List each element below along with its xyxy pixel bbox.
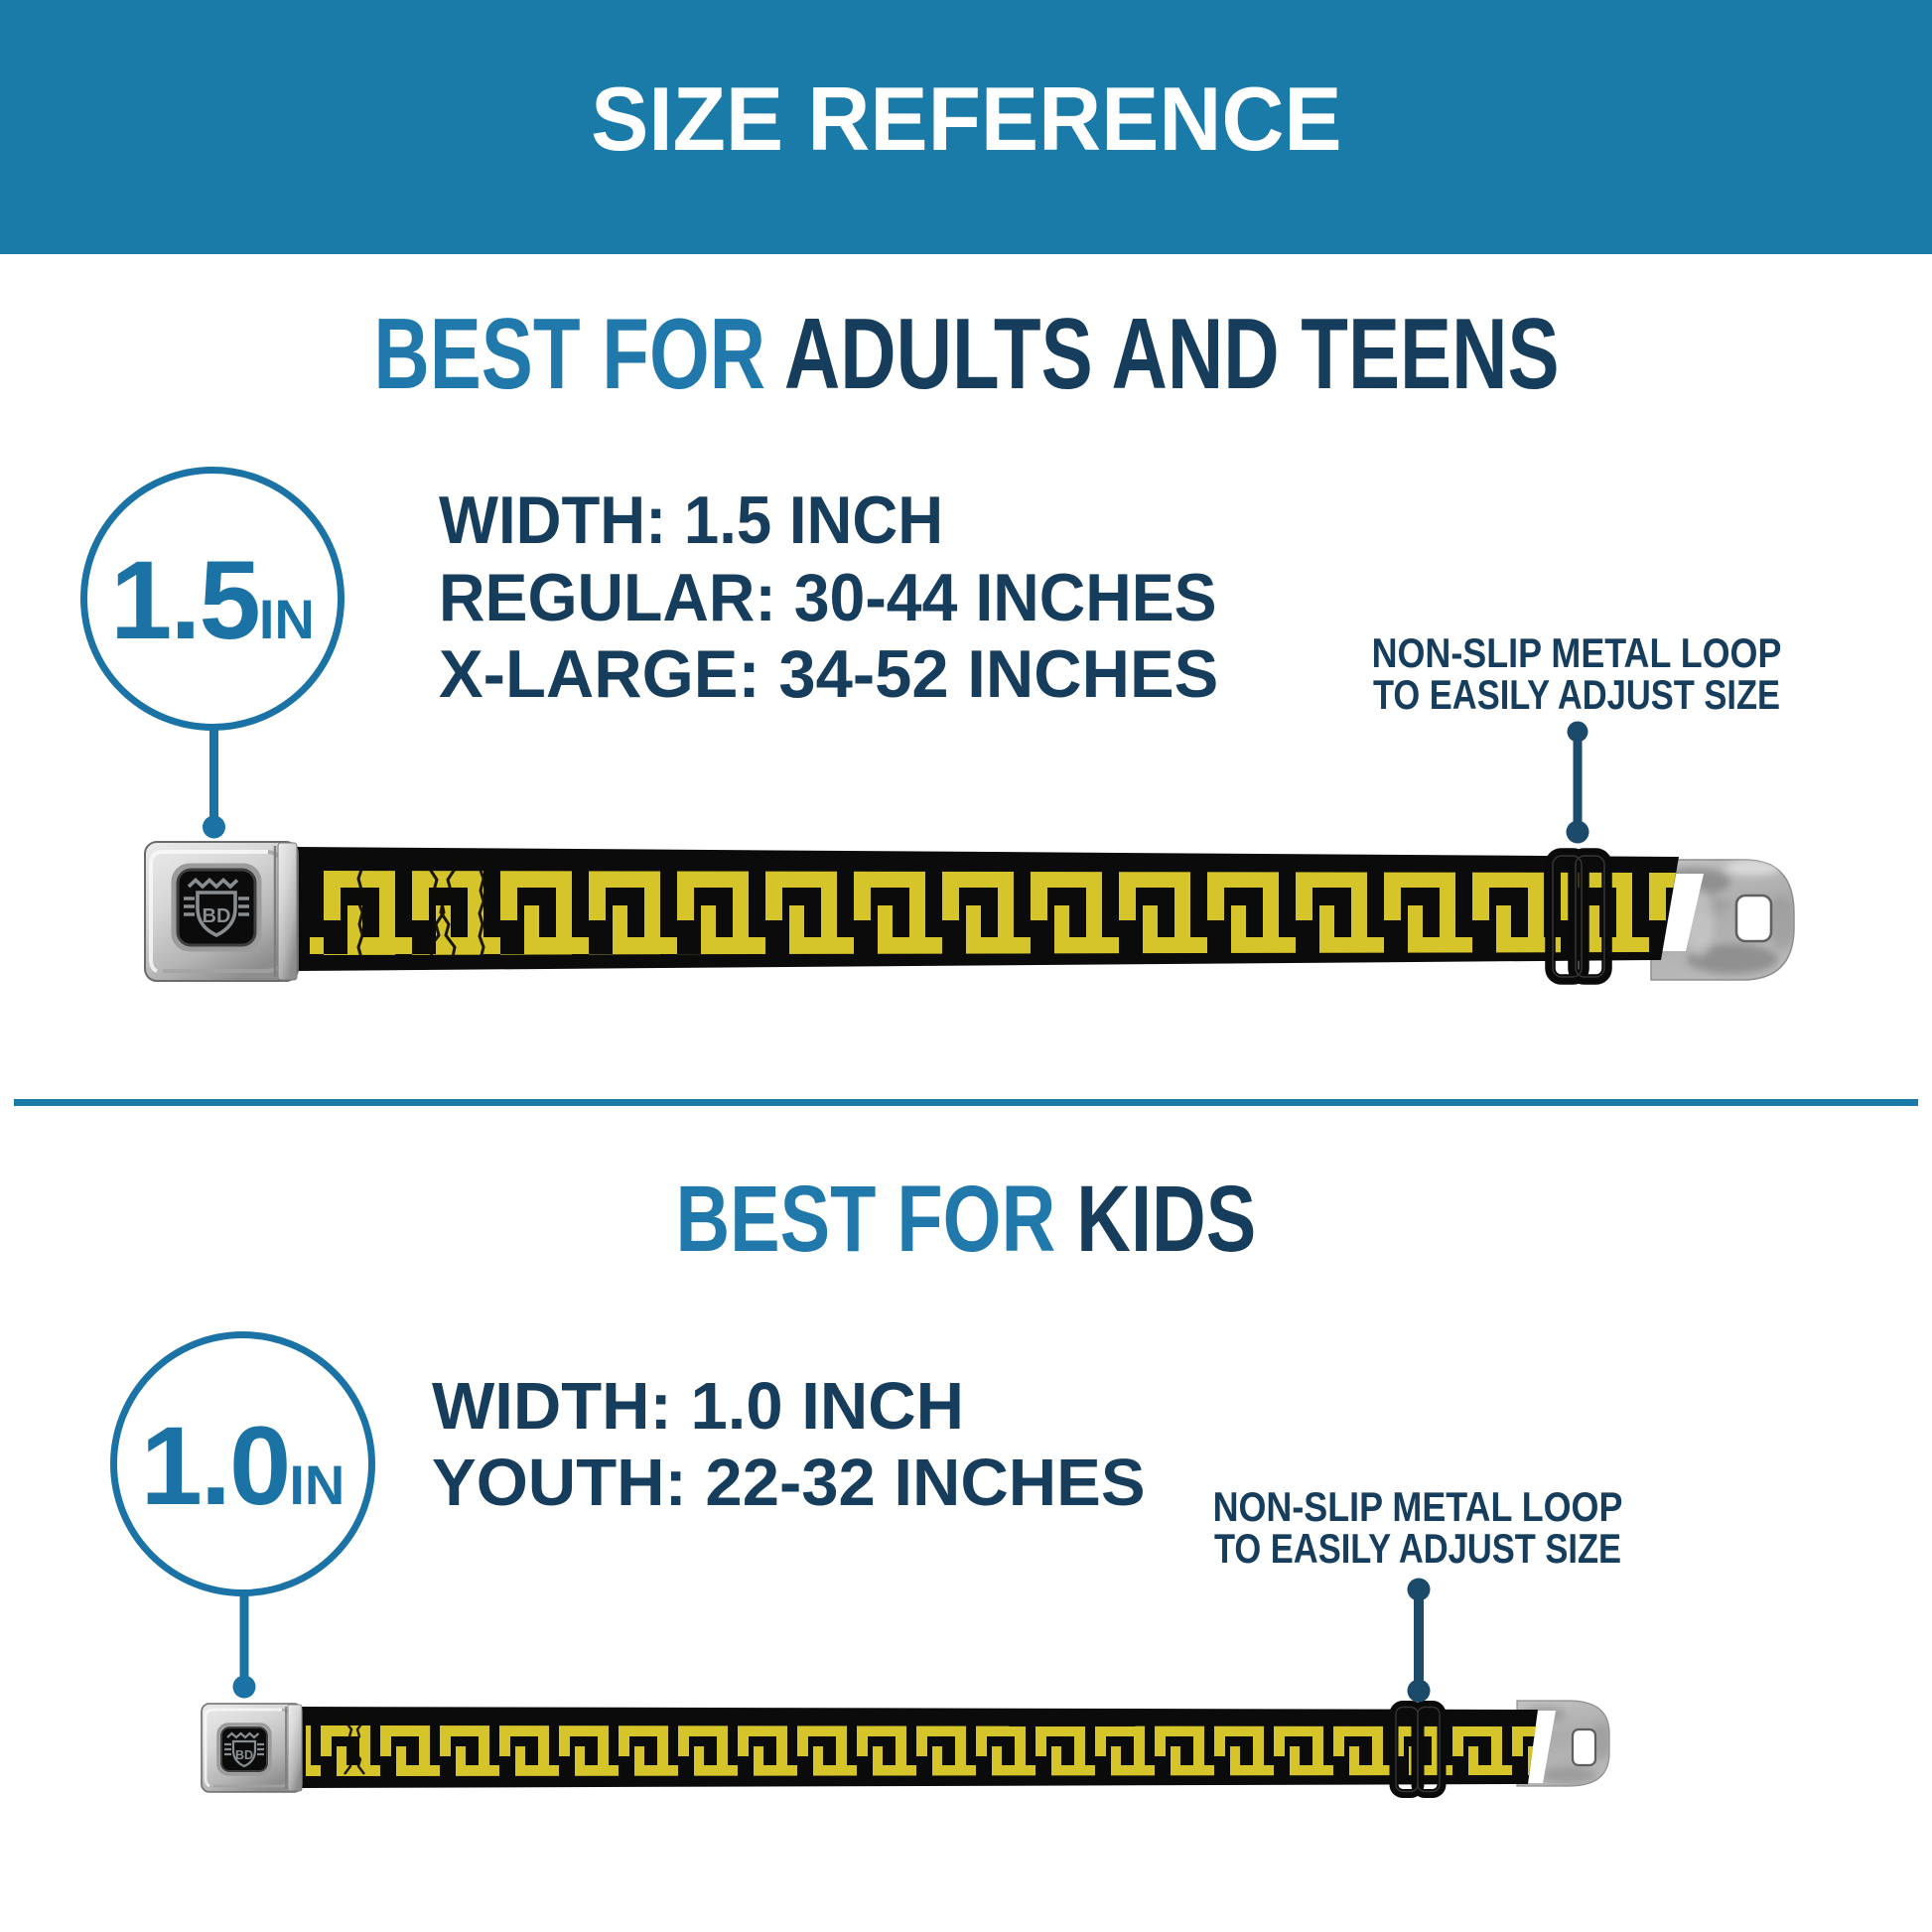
svg-text:BD: BD	[235, 1748, 253, 1762]
svg-text:BD: BD	[203, 905, 231, 927]
